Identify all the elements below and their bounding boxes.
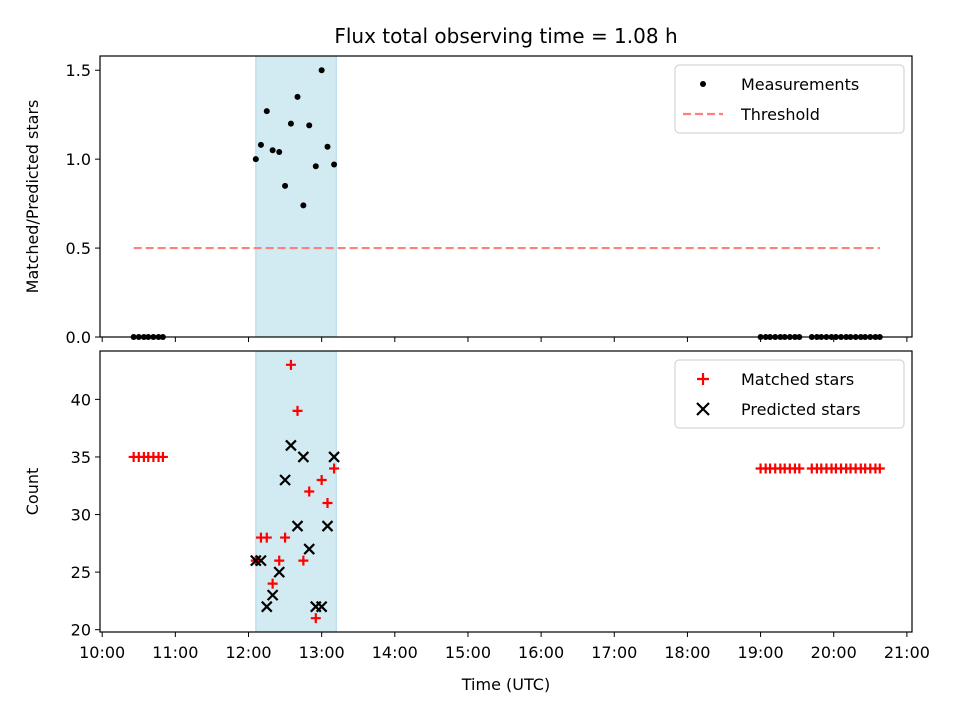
legend-box — [674, 359, 905, 429]
legend-label: Measurements — [741, 75, 859, 94]
y-tick-label: 1.0 — [66, 150, 91, 169]
y-tick-label: 0.0 — [66, 328, 91, 347]
data-point — [310, 613, 321, 624]
data-point — [266, 589, 279, 601]
data-point — [316, 474, 327, 485]
x-tick-label: 14:00 — [372, 643, 418, 662]
data-point — [252, 156, 259, 163]
chart-panels: 0.0 0.5 1.0 1.5 Matched/Predicted stars Measu… — [23, 55, 930, 662]
legend: Measurements Threshold — [674, 64, 905, 134]
y-tick-label: 0.5 — [66, 239, 91, 258]
data-point — [794, 463, 805, 474]
data-point — [261, 600, 273, 613]
panel-2: 20 25 30 35 40 10:00 11:00 12:00 13:00 14:00 15:00… — [23, 350, 930, 662]
y-axis-label: Count — [23, 468, 42, 516]
x-tick-label: 11:00 — [152, 643, 198, 662]
legend-swatch — [696, 402, 710, 416]
highlight-span — [255, 55, 337, 338]
x-tick-label: 13:00 — [299, 643, 345, 662]
data-point — [274, 555, 285, 566]
data-point — [303, 543, 315, 555]
legend-swatch — [697, 373, 709, 385]
x-tick-label: 20:00 — [811, 643, 857, 662]
data-point — [282, 182, 289, 189]
axes-frame — [99, 55, 913, 338]
data-point — [298, 555, 309, 566]
legend: Matched stars Predicted stars — [674, 359, 905, 429]
data-point — [294, 93, 301, 100]
y-tick-label: 25 — [71, 563, 91, 582]
y-tick-label: 30 — [71, 506, 91, 525]
data-point — [287, 120, 294, 127]
data-point — [324, 143, 331, 150]
data-point — [297, 451, 310, 463]
data-point — [318, 67, 325, 74]
legend-box — [674, 64, 905, 134]
y-tick-label: 35 — [71, 448, 91, 467]
y-tick-label: 20 — [71, 621, 91, 640]
legend-label: Predicted stars — [741, 400, 861, 419]
data-point — [269, 147, 276, 154]
y-axis-label: Matched/Predicted stars — [23, 100, 42, 294]
data-point — [321, 520, 334, 532]
data-point — [300, 202, 307, 209]
data-point — [285, 439, 297, 452]
data-point — [273, 566, 286, 578]
data-point — [331, 161, 338, 168]
data-point — [280, 532, 291, 543]
x-tick-label: 21:00 — [884, 643, 930, 662]
data-point — [267, 578, 278, 589]
legend-label: Matched stars — [741, 370, 854, 389]
data-point — [285, 359, 296, 370]
data-point — [255, 554, 267, 567]
data-point — [157, 451, 168, 462]
legend-swatch — [700, 81, 706, 87]
x-tick-label: 10:00 — [79, 643, 125, 662]
highlight-span — [255, 350, 337, 633]
y-tick-label: 40 — [71, 390, 91, 409]
chart-title: Flux total observing time = 1.08 h — [334, 24, 677, 48]
data-point — [328, 451, 340, 463]
data-point — [304, 486, 315, 497]
data-point — [312, 163, 319, 170]
legend-label: Threshold — [740, 105, 820, 124]
data-point — [276, 149, 283, 156]
data-point — [306, 122, 313, 129]
data-point — [874, 463, 885, 474]
x-tick-label: 19:00 — [738, 643, 784, 662]
x-tick-label: 12:00 — [225, 643, 271, 662]
data-point — [261, 532, 272, 543]
data-point — [279, 474, 291, 486]
data-point — [322, 498, 333, 509]
series-predicted-stars — [250, 439, 340, 613]
data-point — [315, 600, 328, 613]
data-point — [257, 141, 264, 148]
axes-frame — [99, 350, 913, 633]
data-point — [292, 405, 303, 416]
x-tick-label: 18:00 — [664, 643, 710, 662]
data-point — [263, 108, 270, 115]
x-tick-label: 16:00 — [518, 643, 564, 662]
x-tick-label: 15:00 — [445, 643, 491, 662]
series-matched-stars — [128, 359, 885, 624]
panel-1: 0.0 0.5 1.0 1.5 Matched/Predicted stars Measu… — [23, 55, 913, 347]
data-point — [329, 463, 340, 474]
data-point — [291, 520, 304, 532]
y-tick-label: 1.5 — [66, 61, 91, 80]
x-axis-label: Time (UTC) — [461, 675, 550, 694]
x-tick-label: 17:00 — [591, 643, 637, 662]
